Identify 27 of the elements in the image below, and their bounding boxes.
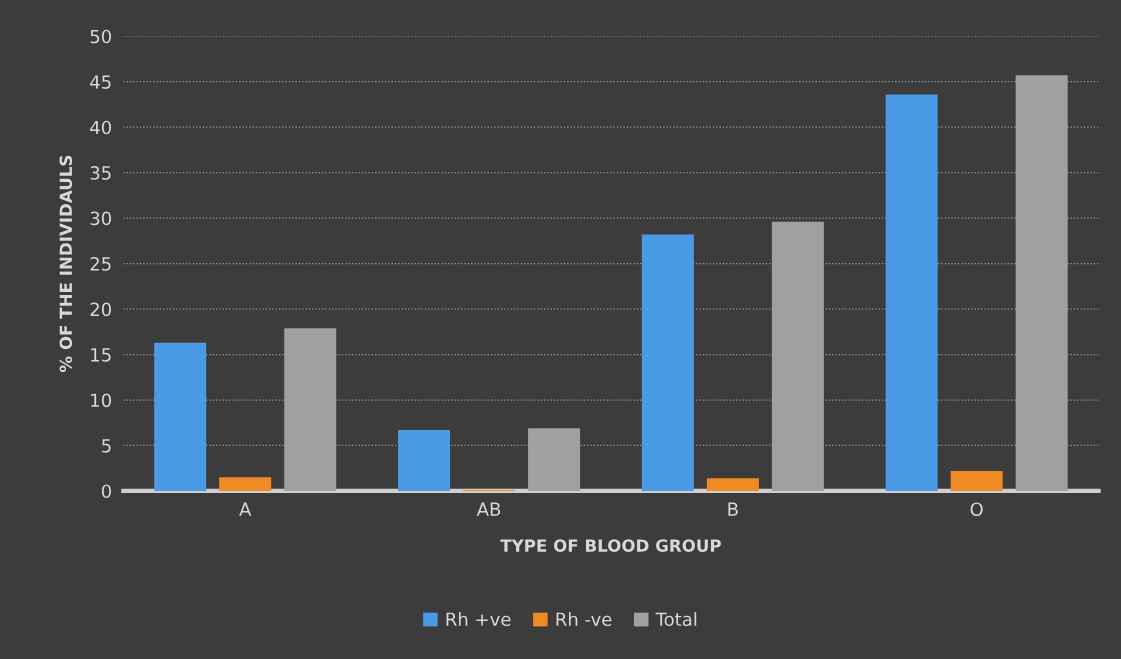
bar: [219, 477, 272, 491]
y-tick-label: 15: [91, 348, 111, 362]
bar: [885, 94, 938, 491]
y-tick-label: 10: [91, 393, 111, 408]
y-tick-label: 35: [90, 166, 111, 180]
x-tick-label: A: [239, 502, 252, 516]
legend-label: Total: [655, 612, 697, 627]
y-tick-label: 50: [90, 29, 111, 44]
x-tick-label: O: [970, 502, 983, 517]
bar: [706, 478, 759, 491]
y-tick-label: 40: [90, 120, 111, 135]
bar: [398, 430, 451, 491]
legend-label: Rh +ve: [446, 612, 511, 627]
bar: [950, 470, 1003, 491]
y-tick-label: 0: [101, 484, 111, 499]
bar: [641, 234, 694, 491]
y-axis-title: % OF THE INDIVIDAULS: [59, 155, 73, 373]
legend-label: Rh -ve: [556, 612, 612, 627]
y-tick-label: 5: [102, 439, 111, 453]
y-tick-label: 45: [90, 75, 111, 89]
x-axis-title: TYPE OF BLOOD GROUP: [500, 539, 721, 552]
y-tick-label: 30: [90, 211, 111, 226]
y-tick-label: 25: [90, 257, 111, 271]
x-tick-label: B: [728, 502, 738, 516]
bar: [154, 342, 207, 491]
y-tick-label: 20: [90, 302, 111, 317]
x-tick-label: AB: [476, 502, 501, 516]
